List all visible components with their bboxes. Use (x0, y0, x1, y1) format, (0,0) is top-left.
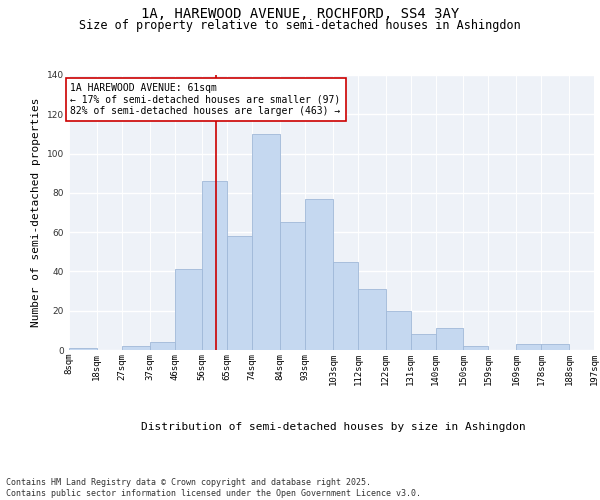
Text: Contains HM Land Registry data © Crown copyright and database right 2025.
Contai: Contains HM Land Registry data © Crown c… (6, 478, 421, 498)
Bar (227, 236, 253, 350)
Text: Size of property relative to semi-detached houses in Ashingdon: Size of property relative to semi-detach… (79, 19, 521, 32)
Y-axis label: Number of semi-detached properties: Number of semi-detached properties (31, 98, 41, 327)
Bar (175, 270, 202, 350)
Bar (516, 344, 541, 350)
Bar (358, 289, 386, 350)
Bar (410, 334, 436, 350)
Bar (122, 346, 149, 350)
Bar (149, 342, 175, 350)
Bar (436, 328, 463, 350)
Bar (202, 181, 227, 350)
Bar (333, 262, 358, 350)
Bar (69, 348, 97, 350)
Text: 1A, HAREWOOD AVENUE, ROCHFORD, SS4 3AY: 1A, HAREWOOD AVENUE, ROCHFORD, SS4 3AY (141, 8, 459, 22)
Bar (386, 310, 410, 350)
Text: Distribution of semi-detached houses by size in Ashingdon: Distribution of semi-detached houses by … (140, 422, 526, 432)
Bar (305, 198, 333, 350)
Bar (253, 134, 280, 350)
Text: 1A HAREWOOD AVENUE: 61sqm
← 17% of semi-detached houses are smaller (97)
82% of : 1A HAREWOOD AVENUE: 61sqm ← 17% of semi-… (70, 83, 341, 116)
Bar (280, 222, 305, 350)
Bar (463, 346, 488, 350)
Bar (541, 344, 569, 350)
